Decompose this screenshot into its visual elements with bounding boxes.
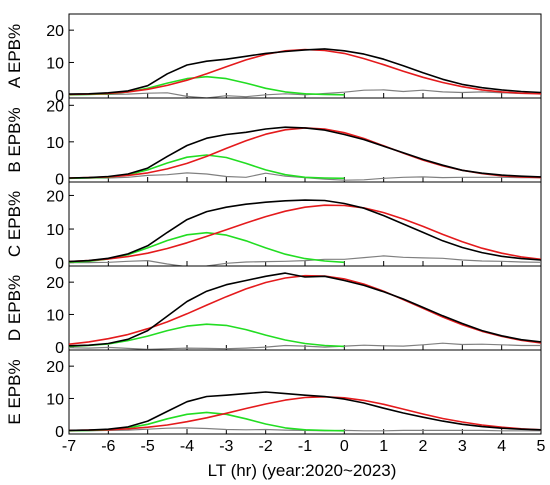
x-tick-label: 1 xyxy=(379,438,388,455)
panel-a-y-tick-label: 20 xyxy=(46,23,64,40)
x-tick-label: 0 xyxy=(340,438,349,455)
panel-e-y-tick-label: 20 xyxy=(46,359,64,376)
panel-c-y-tick-label: 10 xyxy=(46,222,64,239)
panel-d-y-tick-label: 20 xyxy=(46,275,64,292)
panel-a-y-axis-title: A EPB% xyxy=(5,24,24,88)
x-tick-label: -1 xyxy=(298,438,312,455)
panel-d: 0 10 20 D EPB% xyxy=(5,265,542,357)
panel-e-y-tick-label: 10 xyxy=(46,391,64,408)
x-tick-label: 4 xyxy=(497,438,506,455)
panel-b-secondary-fit-line xyxy=(69,154,345,180)
x-tick-label: -7 xyxy=(62,438,76,455)
panel-d-y-axis-title: D EPB% xyxy=(5,275,24,341)
x-tick-label: -5 xyxy=(141,438,155,455)
x-tick-label: -4 xyxy=(180,438,194,455)
x-tick-label: 3 xyxy=(458,438,467,455)
panel-b-frame xyxy=(68,97,542,183)
panel-d-observed-line xyxy=(69,272,541,347)
panel-c-y-axis-title: C EPB% xyxy=(5,191,24,257)
panel-a-residual-line xyxy=(69,89,541,98)
panel-d-main-fit-line xyxy=(69,274,541,345)
panel-c-y-tick-label: 20 xyxy=(46,188,64,205)
panel-b-y-tick-label: 0 xyxy=(55,171,64,188)
panel-a-y-tick-label: 0 xyxy=(55,88,64,105)
panels-layer: 0 10 20 A EPB% 0 10 20 B EPB% 0 10 20 C EPB% 0 10 20 D … xyxy=(5,13,542,441)
panel-b-y-axis-title: B EPB% xyxy=(5,107,24,172)
panel-c-residual-line xyxy=(69,255,541,266)
panel-d-residual-line xyxy=(69,342,541,350)
x-tick-labels: -7 -6 -5 -4 -3 -2 -1 0 1 2 3 4 5 xyxy=(62,438,546,455)
panel-a: 0 10 20 A EPB% xyxy=(5,13,542,105)
panel-e-main-fit-line xyxy=(69,395,541,432)
panel-a-observed-line xyxy=(69,48,541,95)
panel-b-y-tick-label: 20 xyxy=(46,98,64,115)
panel-b: 0 10 20 B EPB% xyxy=(5,97,542,188)
panel-a-y-tick-label: 10 xyxy=(46,55,64,72)
panel-e: 0 10 20 E EPB% xyxy=(5,349,542,441)
panel-e-y-axis-title: E EPB% xyxy=(5,359,24,424)
panel-b-y-tick-label: 10 xyxy=(46,135,64,152)
panel-d-y-tick-label: 10 xyxy=(46,307,64,324)
panel-c-y-tick-label: 0 xyxy=(55,256,64,273)
x-tick-label: -2 xyxy=(259,438,273,455)
panel-c-frame xyxy=(68,181,542,267)
panel-c-observed-line xyxy=(69,199,541,263)
panel-d-y-tick-label: 0 xyxy=(55,340,64,357)
panel-c-main-fit-line xyxy=(69,204,541,263)
x-tick-label: 5 xyxy=(537,438,546,455)
x-tick-label: 2 xyxy=(419,438,428,455)
x-axis-title: LT (hr) (year:2020~2023) xyxy=(208,461,397,480)
panel-e-y-tick-label: 0 xyxy=(55,424,64,441)
panel-e-observed-line xyxy=(69,391,541,432)
x-tick-label: -6 xyxy=(101,438,115,455)
x-tick-label: -3 xyxy=(219,438,233,455)
panel-c: 0 10 20 C EPB% xyxy=(5,181,542,273)
panel-b-observed-line xyxy=(69,126,541,179)
panel-e-frame xyxy=(68,349,542,435)
